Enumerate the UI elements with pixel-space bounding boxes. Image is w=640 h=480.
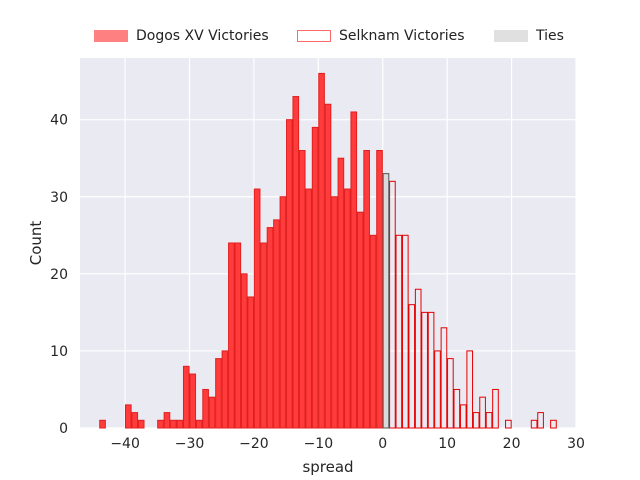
legend-swatch-ties <box>494 30 528 42</box>
chart-legend: Dogos XV Victories Selknam Victories Tie… <box>0 22 640 50</box>
dogos-bar <box>344 188 351 429</box>
selknam-bar <box>492 388 499 429</box>
dogos-bar <box>253 188 261 429</box>
dogos-bar <box>202 388 209 429</box>
selknam-bar <box>505 419 512 429</box>
ties-bar <box>382 173 390 429</box>
selknam-bar <box>408 304 416 429</box>
dogos-bar <box>260 242 267 429</box>
selknam-bar <box>414 288 422 429</box>
dogos-bar <box>208 396 216 429</box>
y-tick-labels: 0 10 20 30 40 <box>50 113 68 437</box>
dogos-bar <box>273 219 280 429</box>
legend-label-selknam: Selknam Victories <box>339 28 465 44</box>
selknam-bar <box>395 234 403 429</box>
selknam-bar <box>453 388 461 429</box>
dogos-bar <box>279 196 287 429</box>
legend-swatch-selknam <box>297 30 331 42</box>
dogos-bar <box>137 419 145 429</box>
legend-swatch-dogos <box>94 30 128 42</box>
y-axis-label: Count <box>27 221 45 266</box>
dogos-bar <box>221 350 229 429</box>
selknam-bar <box>447 358 454 429</box>
selknam-bar <box>440 327 448 429</box>
selknam-bar <box>434 350 441 429</box>
dogos-bar <box>131 412 139 429</box>
selknam-bar <box>389 180 396 429</box>
selknam-bar <box>421 311 428 429</box>
y-tick-label: 0 <box>59 421 68 437</box>
x-axis-label: spread <box>302 458 353 476</box>
x-tick-label: −10 <box>304 436 334 452</box>
x-tick-label: −30 <box>175 436 205 452</box>
legend-item-selknam: Selknam Victories <box>297 22 465 50</box>
selknam-bar <box>485 412 493 429</box>
dogos-bar <box>286 119 293 429</box>
x-tick-labels: −40 −30 −20 −10 0 10 20 30 <box>110 436 585 452</box>
selknam-bar <box>466 350 474 429</box>
dogos-bar <box>350 111 358 429</box>
selknam-bar <box>537 412 544 429</box>
selknam-bar <box>479 396 486 429</box>
y-tick-label: 30 <box>50 190 68 206</box>
selknam-bar <box>550 419 557 429</box>
selknam-bar <box>401 234 409 429</box>
selknam-bar <box>459 404 467 429</box>
dogos-bar <box>176 419 184 429</box>
dogos-bar <box>363 150 370 429</box>
legend-item-ties: Ties <box>494 22 564 50</box>
dogos-bar <box>266 227 274 429</box>
dogos-bar <box>356 211 364 429</box>
dogos-bar <box>189 373 197 429</box>
dogos-bar <box>157 419 164 429</box>
dogos-bar <box>298 150 306 429</box>
dogos-bar <box>124 404 132 429</box>
x-tick-label: 20 <box>503 436 521 452</box>
selknam-bar <box>530 419 538 429</box>
dogos-bar <box>376 150 383 429</box>
legend-item-dogos: Dogos XV Victories <box>94 22 269 50</box>
dogos-bar <box>228 242 235 429</box>
dogos-bar <box>195 419 203 429</box>
dogos-bar <box>305 188 312 429</box>
dogos-bar <box>247 296 255 429</box>
dogos-bar <box>182 365 190 429</box>
dogos-bar <box>234 242 242 429</box>
dogos-bar <box>163 412 171 429</box>
bars-group <box>99 72 557 429</box>
x-tick-label: 10 <box>438 436 456 452</box>
dogos-bar <box>311 126 319 429</box>
y-tick-label: 20 <box>50 267 68 283</box>
dogos-bar <box>292 96 300 429</box>
dogos-bar <box>369 234 377 429</box>
x-tick-label: 30 <box>567 436 585 452</box>
legend-label-ties: Ties <box>536 28 564 44</box>
dogos-bar <box>324 103 332 429</box>
dogos-bar <box>99 419 106 429</box>
x-tick-label: −20 <box>239 436 269 452</box>
dogos-bar <box>331 196 338 429</box>
selknam-bar <box>427 311 435 429</box>
selknam-bar <box>472 412 480 429</box>
dogos-bar <box>337 157 345 429</box>
legend-label-dogos: Dogos XV Victories <box>136 28 269 44</box>
y-tick-label: 10 <box>50 344 68 360</box>
y-tick-label: 40 <box>50 113 68 129</box>
dogos-bar <box>318 72 325 429</box>
x-tick-label: −40 <box>110 436 140 452</box>
dogos-bar <box>170 419 177 429</box>
dogos-bar <box>215 358 222 429</box>
dogos-bar <box>240 273 248 429</box>
x-tick-label: 0 <box>378 436 387 452</box>
